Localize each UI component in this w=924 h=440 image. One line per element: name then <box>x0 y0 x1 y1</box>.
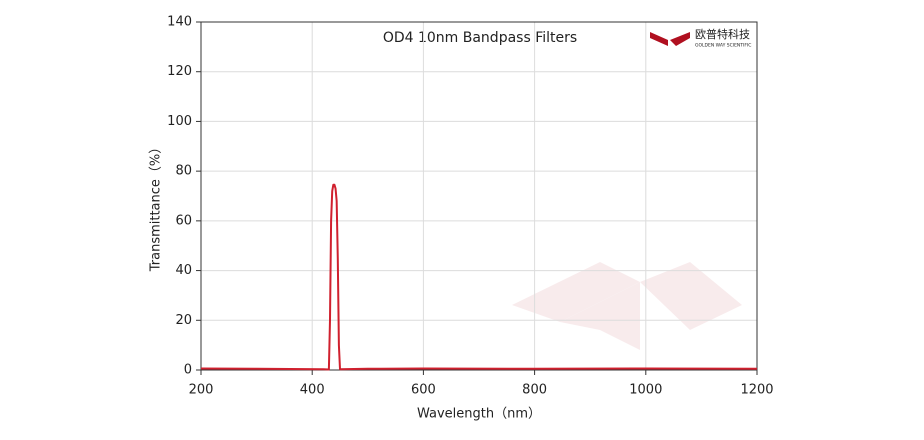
x-axis-title: Wavelength（nm） <box>417 407 541 422</box>
y-tick-label: 20 <box>175 313 192 328</box>
x-tick-label: 400 <box>300 383 325 398</box>
y-tick-label: 40 <box>175 263 192 278</box>
y-tick-label: 120 <box>167 64 192 79</box>
x-tick-label: 1200 <box>740 383 773 398</box>
plot-frame <box>200 21 758 371</box>
logo-mark <box>670 32 690 46</box>
y-axis-title: Transmittance（%） <box>149 141 164 273</box>
watermark <box>512 262 742 350</box>
y-tick-label: 140 <box>167 15 192 30</box>
data-line <box>200 183 758 371</box>
y-tick-label: 80 <box>175 164 192 179</box>
x-tick-label: 1000 <box>629 383 662 398</box>
x-tick-label: 200 <box>189 383 214 398</box>
chart-title: OD4 10nm Bandpass Filters <box>383 30 577 46</box>
y-tick-label: 60 <box>175 213 192 228</box>
y-tick-label: 0 <box>184 363 192 378</box>
logo-mark <box>650 32 668 46</box>
logo-name: 欧普特科技 <box>695 27 750 41</box>
x-tick-label: 600 <box>411 383 436 398</box>
logo-subtitle: GOLDEN WAY SCIENTIFIC <box>695 43 751 49</box>
logo: 欧普特科技 GOLDEN WAY SCIENTIFIC <box>650 27 751 49</box>
y-tick-label: 100 <box>167 114 192 129</box>
x-tick-label: 800 <box>522 383 547 398</box>
